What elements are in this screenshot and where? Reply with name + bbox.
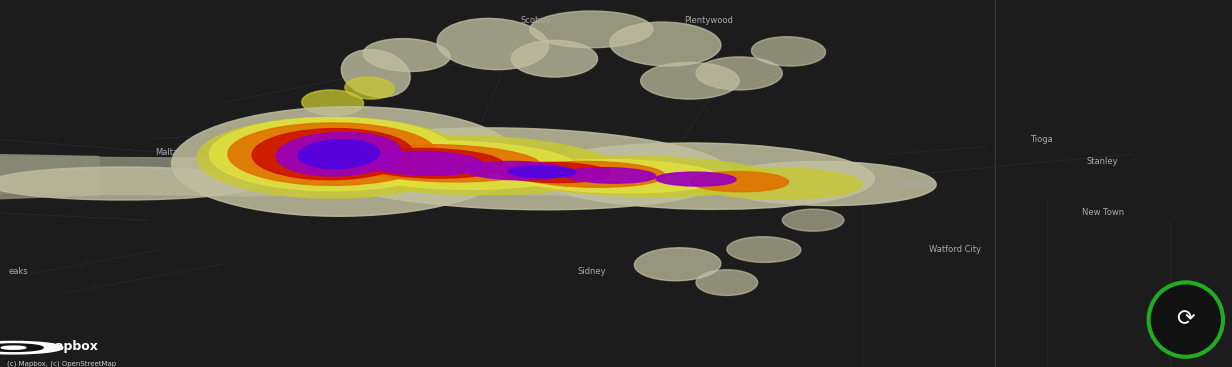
Ellipse shape (530, 11, 653, 48)
Ellipse shape (610, 22, 721, 66)
Ellipse shape (657, 172, 736, 186)
Ellipse shape (209, 117, 456, 191)
Text: Tioga: Tioga (1030, 135, 1052, 144)
Ellipse shape (517, 161, 665, 187)
Ellipse shape (690, 171, 788, 192)
Ellipse shape (727, 237, 801, 262)
Ellipse shape (690, 168, 862, 199)
Text: mapbox: mapbox (42, 340, 97, 353)
Ellipse shape (171, 107, 519, 216)
Text: Watford City: Watford City (929, 245, 981, 254)
Circle shape (0, 341, 63, 354)
Ellipse shape (752, 37, 825, 66)
Ellipse shape (564, 168, 655, 183)
Ellipse shape (437, 18, 548, 70)
Circle shape (1, 346, 26, 349)
Ellipse shape (696, 57, 782, 90)
Ellipse shape (298, 139, 379, 169)
Ellipse shape (511, 160, 721, 193)
Ellipse shape (253, 128, 413, 180)
Ellipse shape (228, 123, 437, 185)
Text: Stanley: Stanley (1087, 157, 1119, 166)
Text: Williston: Williston (899, 179, 936, 188)
Ellipse shape (634, 248, 721, 281)
Text: ⟳: ⟳ (1177, 310, 1195, 330)
Text: Sidney: Sidney (577, 267, 606, 276)
Text: (c) Mapbox, (c) OpenStreetMap: (c) Mapbox, (c) OpenStreetMap (7, 360, 117, 367)
Ellipse shape (276, 132, 402, 176)
Ellipse shape (715, 161, 936, 206)
Ellipse shape (345, 145, 542, 182)
Circle shape (0, 344, 43, 352)
Ellipse shape (322, 135, 615, 195)
Ellipse shape (782, 209, 844, 231)
Ellipse shape (334, 141, 578, 189)
Ellipse shape (345, 77, 394, 99)
Ellipse shape (341, 50, 410, 97)
Ellipse shape (197, 117, 468, 198)
Ellipse shape (363, 39, 450, 72)
Ellipse shape (511, 40, 598, 77)
Circle shape (1152, 285, 1220, 354)
Ellipse shape (509, 166, 575, 178)
Ellipse shape (466, 161, 569, 180)
Ellipse shape (367, 151, 483, 175)
Text: New Town: New Town (1082, 208, 1124, 217)
Text: Plentywood: Plentywood (684, 16, 733, 25)
Ellipse shape (696, 270, 758, 295)
Text: eaks: eaks (9, 267, 28, 276)
Ellipse shape (357, 149, 505, 178)
Ellipse shape (0, 167, 259, 200)
Ellipse shape (302, 90, 363, 116)
Text: Scobey: Scobey (521, 16, 551, 25)
Ellipse shape (530, 143, 875, 209)
Ellipse shape (303, 128, 732, 210)
Ellipse shape (505, 156, 776, 197)
Ellipse shape (499, 162, 610, 183)
Ellipse shape (641, 62, 739, 99)
Text: Malta: Malta (155, 148, 177, 157)
